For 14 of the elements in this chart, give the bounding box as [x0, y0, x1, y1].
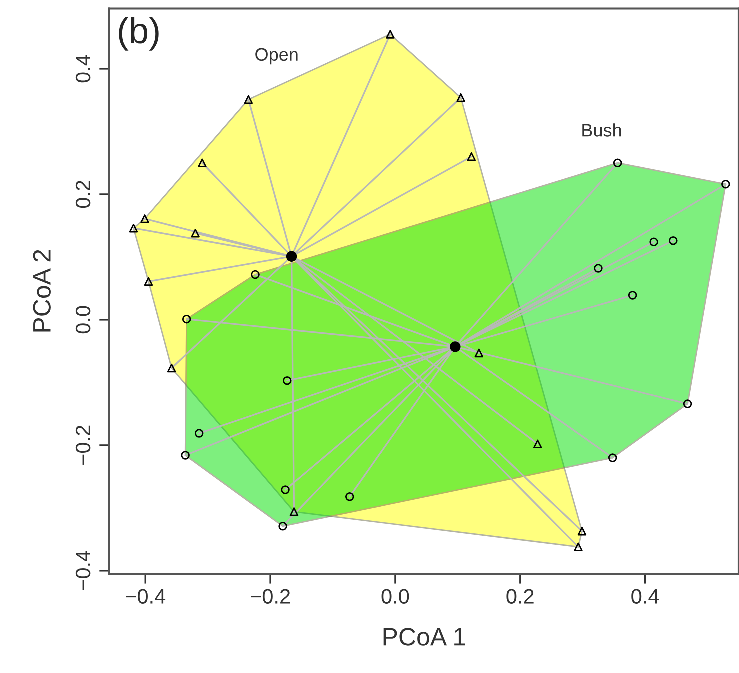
y-tick-label: −0.2 [76, 426, 91, 465]
x-axis-title: PCoA 1 [384, 628, 466, 646]
y-tick-label: 0.2 [76, 181, 91, 208]
annotation: (b) [119, 17, 159, 51]
series-label: Open [256, 48, 298, 65]
y-tick-label: 0.4 [76, 55, 91, 83]
y-axis-title: PCoA 2 [33, 250, 51, 332]
x-tick-label: −0.4 [126, 589, 166, 604]
x-tick-label: −0.2 [250, 589, 290, 604]
x-tick-label: 0.4 [632, 589, 660, 604]
y-tick-label: 0.0 [76, 306, 91, 334]
x-tick-label: 0.0 [382, 589, 410, 604]
series-label: Bush [582, 124, 622, 137]
x-tick-label: 0.2 [506, 589, 534, 604]
